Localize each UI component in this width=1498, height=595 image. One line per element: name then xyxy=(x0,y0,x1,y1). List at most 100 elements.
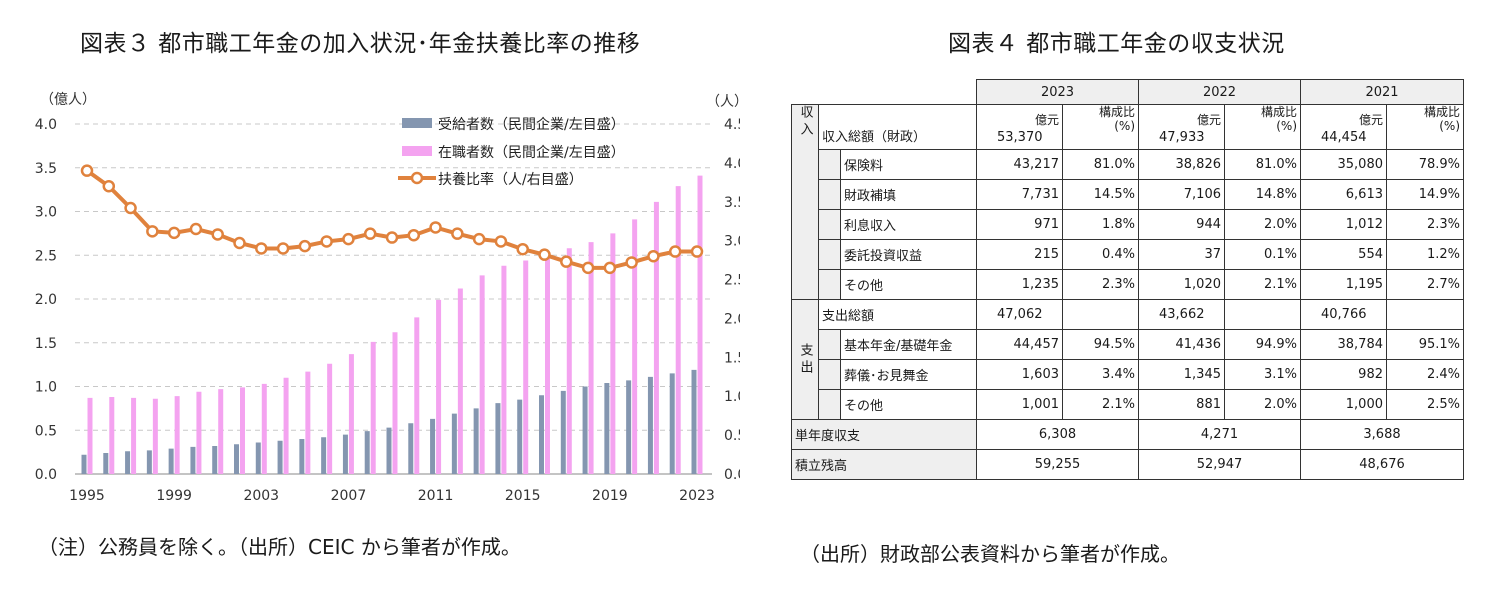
line-point xyxy=(342,232,355,246)
value-cell: 2.0% xyxy=(1224,209,1301,240)
bar-recipients xyxy=(451,413,457,474)
bar-employees xyxy=(436,299,442,474)
bar-employees xyxy=(283,377,289,474)
bar-employees xyxy=(392,332,398,474)
empty-cell xyxy=(1224,299,1301,330)
value-cell: 2.4% xyxy=(1386,359,1464,390)
y-right-tick-label: 3.0 xyxy=(724,234,740,250)
line-point xyxy=(603,261,617,275)
bar-employees xyxy=(261,383,267,474)
x-tick-label: 2011 xyxy=(418,488,454,504)
table-row: 委託投資収益 215 0.4% 37 0.1% 554 1.2% xyxy=(792,239,1464,270)
bar-employees xyxy=(457,288,463,474)
value-cell: 億元 53,370 xyxy=(976,104,1063,150)
y-left-tick-label: 0.0 xyxy=(35,467,57,483)
value-cell: 48,676 xyxy=(1300,449,1464,480)
value-cell: 1,000 xyxy=(1300,389,1387,420)
y-left-unit: （億人） xyxy=(40,92,96,108)
bar-recipients xyxy=(539,395,544,474)
value-cell: 1.8% xyxy=(1062,209,1139,240)
line-point xyxy=(581,261,595,275)
row-label: 利息収入 xyxy=(840,209,977,240)
unit-oku: 億元 xyxy=(1358,113,1383,127)
bar-recipients xyxy=(495,403,501,474)
year-header: 2021 xyxy=(1300,79,1464,105)
bar-recipients xyxy=(103,453,109,474)
table-row: 支出 支出総額 47,062 43,662 40,766 xyxy=(791,299,1464,420)
value-cell: 40,766 xyxy=(1300,299,1387,330)
ratio-unit-cell: 構成比 (%) xyxy=(1386,104,1464,150)
value-cell: 1,345 xyxy=(1138,359,1225,390)
unit-oku: 億元 xyxy=(1196,113,1221,127)
line-point xyxy=(451,227,464,240)
value-cell: 6,613 xyxy=(1300,179,1387,210)
value-cell: 215 xyxy=(976,239,1063,270)
y-right-tick-label: 3.5 xyxy=(724,195,740,211)
table-header-row: 2023 2022 2021 xyxy=(791,79,1464,105)
value-cell: 81.0% xyxy=(1224,149,1301,180)
legend-swatch-ratio-marker xyxy=(410,171,424,185)
value-cell: 0.4% xyxy=(1062,239,1139,270)
ratio-unit-cell: 構成比 (%) xyxy=(1062,104,1139,150)
value-cell: 43,662 xyxy=(1138,299,1225,330)
table-row: 基本年金/基礎年金 44,457 94.5% 41,436 94.9% 38,784 95.… xyxy=(792,329,1464,360)
value-cell: 3.1% xyxy=(1224,359,1301,390)
value-cell: 52,947 xyxy=(1138,449,1301,480)
table-source-note: （出所）財政部公表資料から筆者が作成。 xyxy=(800,542,1180,566)
value-cell: 1.2% xyxy=(1386,239,1464,270)
bar-recipients xyxy=(255,442,261,474)
ratio-unit-cell: 構成比 (%) xyxy=(1224,104,1301,150)
y-right-tick-label: 4.0 xyxy=(724,156,740,172)
bar-recipients xyxy=(473,408,479,474)
year-header: 2022 xyxy=(1138,79,1301,105)
bar-recipients xyxy=(321,437,327,474)
indent-cell xyxy=(818,359,841,390)
value-cell: 1,012 xyxy=(1300,209,1387,240)
bar-employees xyxy=(697,175,703,474)
bar-recipients xyxy=(212,446,218,474)
indent-cell xyxy=(818,209,841,240)
table-row: 保険料 43,217 81.0% 38,826 81.0% 35,080 78.9% xyxy=(792,149,1464,180)
value-cell: 億元 44,454 xyxy=(1300,104,1387,150)
bar-recipients xyxy=(234,444,239,474)
line-point xyxy=(320,235,333,248)
bar-recipients xyxy=(342,434,348,474)
y-right-unit: （人） xyxy=(706,94,740,110)
value-cell: 2.7% xyxy=(1386,269,1464,300)
y-right-tick-label: 4.5 xyxy=(724,117,740,133)
value-cell: 14.8% xyxy=(1224,179,1301,210)
x-tick-label: 2023 xyxy=(679,488,715,504)
bar-recipients xyxy=(430,418,436,474)
y-right-tick-label: 0.5 xyxy=(724,428,740,444)
bar-employees xyxy=(675,186,681,474)
line-point xyxy=(211,228,224,241)
line-point xyxy=(647,249,660,263)
x-tick-label: 2003 xyxy=(243,488,279,504)
line-point xyxy=(560,255,573,268)
line-point xyxy=(146,225,159,238)
indent-cell xyxy=(818,389,841,420)
value-cell: 14.9% xyxy=(1386,179,1464,210)
bar-recipients xyxy=(560,390,566,474)
bar-recipients xyxy=(299,439,305,474)
bar-recipients xyxy=(626,380,632,474)
bar-recipients xyxy=(647,376,653,474)
chart-svg: 0.0 0.5 1.0 1.5 2.0 2.5 3.0 3.5 4.0 0.0 0.5 1.0 1.5 2… xyxy=(35,92,740,504)
value-cell: 38,784 xyxy=(1300,329,1387,360)
empty-cell xyxy=(1062,299,1139,330)
bar-employees xyxy=(479,275,485,474)
y-left-tick-label: 1.5 xyxy=(35,336,57,352)
value-cell: 億元 47,933 xyxy=(1138,104,1225,150)
row-label: 収入総額（財政） xyxy=(818,104,977,150)
line-point xyxy=(167,226,181,240)
value-cell: 35,080 xyxy=(1300,149,1387,180)
bar-employees xyxy=(196,391,202,474)
bar-employees xyxy=(109,397,115,474)
table-row: 葬儀･お見舞金 1,603 3.4% 1,345 3.1% 982 2.4% xyxy=(792,359,1464,390)
value-cell: 1,603 xyxy=(976,359,1063,390)
line-point xyxy=(189,222,203,236)
value-cell: 7,106 xyxy=(1138,179,1225,210)
bar-employees xyxy=(218,389,224,474)
y-right-tick-label: 1.5 xyxy=(724,350,740,366)
bar-recipients xyxy=(277,440,283,474)
